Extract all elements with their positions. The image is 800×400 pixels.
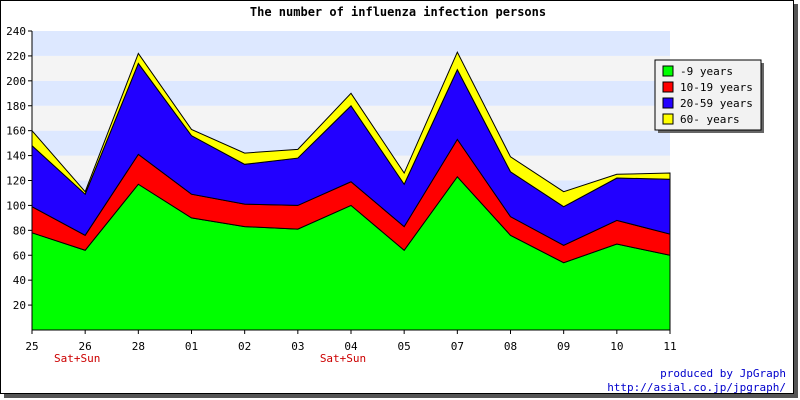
legend-swatch	[662, 81, 674, 93]
x-tick-label: 01	[185, 340, 198, 353]
grid-band	[32, 55, 670, 81]
x-tick-label: 07	[451, 340, 464, 353]
x-tick-label: 09	[557, 340, 570, 353]
x-category-note: Sat+Sun	[54, 352, 100, 365]
y-tick-label: 140	[6, 150, 26, 163]
legend-swatch	[662, 65, 674, 77]
y-tick-labels: 20 40 60 80 100 120 140 160 180 200 220 240	[6, 25, 32, 312]
y-tick-label: 180	[6, 100, 26, 113]
y-tick-label: 60	[13, 249, 26, 262]
legend-swatch	[662, 97, 674, 109]
legend: -9 years 10-19 years 20-59 years 60- years	[654, 59, 764, 133]
y-tick-label: 200	[6, 75, 26, 88]
x-tick-label: 04	[344, 340, 358, 353]
x-tick-label: 02	[238, 340, 251, 353]
credit-line-1: produced by JpGraph	[660, 367, 786, 380]
y-tick-label: 120	[6, 175, 26, 188]
y-tick-label: 240	[6, 25, 26, 38]
stacked-areas	[31, 51, 671, 331]
legend-label: 10-19 years	[680, 81, 753, 94]
x-tick-label: 03	[291, 340, 304, 353]
legend-label: 60- years	[680, 113, 740, 126]
series-area	[31, 51, 671, 208]
y-tick-label: 160	[6, 125, 26, 138]
y-tick-label: 100	[6, 199, 26, 212]
credit-line-2[interactable]: http://asial.co.jp/jpgraph/	[607, 381, 786, 394]
y-tick-label: 40	[13, 274, 26, 287]
x-category-note: Sat+Sun	[320, 352, 366, 365]
x-tick-label: 08	[504, 340, 517, 353]
x-tick-label: 26	[79, 340, 92, 353]
x-tick-label: 10	[610, 340, 623, 353]
grid-band	[32, 31, 670, 56]
legend-label: 20-59 years	[680, 97, 753, 110]
y-tick-label: 80	[13, 224, 26, 237]
x-tick-label: 11	[663, 340, 676, 353]
chart-title: The number of influenza infection person…	[249, 5, 547, 19]
x-tick-label: 28	[132, 340, 145, 353]
y-tick-label: 220	[6, 50, 26, 63]
y-tick-label: 20	[13, 299, 26, 312]
legend-label: -9 years	[680, 65, 733, 78]
x-tick-labels: 25 26 28 01 02 03 04 05 07 08 09 10 11 Sat+Sun Sat+Sun	[25, 330, 677, 365]
x-tick-label: 05	[398, 340, 411, 353]
x-tick-label: 25	[25, 340, 38, 353]
legend-swatch	[662, 113, 674, 125]
